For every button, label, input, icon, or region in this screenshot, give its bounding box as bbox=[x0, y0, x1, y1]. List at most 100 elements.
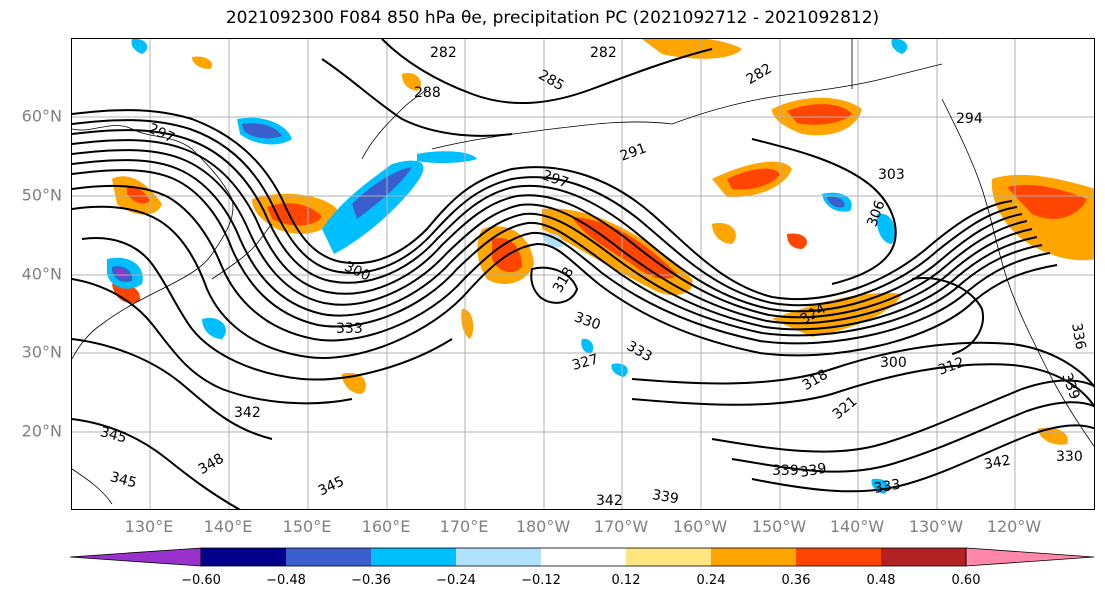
contour-line bbox=[72, 119, 1018, 307]
contour-label: 345 bbox=[98, 424, 128, 446]
contour-line bbox=[72, 159, 1038, 331]
contour-label: 294 bbox=[956, 111, 983, 127]
colorbar-tick-label: 0.24 bbox=[696, 573, 726, 588]
contour-label: 339 bbox=[772, 463, 799, 479]
coastline-japan bbox=[211, 223, 273, 280]
lon-label-170e: 170°E bbox=[439, 517, 489, 536]
colorbar-tick-label: −0.12 bbox=[521, 573, 561, 588]
precip-negative-area bbox=[131, 39, 148, 54]
colorbar-segment bbox=[881, 548, 966, 566]
precip-negative-area bbox=[417, 151, 477, 164]
precip-positive-area bbox=[127, 186, 150, 204]
lon-label-180w: 180°W bbox=[515, 517, 571, 536]
contour-label: 342 bbox=[596, 493, 623, 509]
colorbar-segment bbox=[541, 548, 626, 566]
lon-label-120w: 120°W bbox=[986, 517, 1042, 536]
colorbar-tick-label: −0.36 bbox=[351, 573, 391, 588]
contour-label: 282 bbox=[590, 45, 617, 61]
contour-label: 348 bbox=[196, 451, 227, 478]
contour-label: 327 bbox=[570, 351, 600, 373]
graticule bbox=[72, 39, 1094, 509]
lon-label-130w: 130°W bbox=[908, 517, 964, 536]
colorbar-border bbox=[200, 547, 967, 567]
precip-negative-area bbox=[871, 478, 889, 494]
lat-label-50n: 50°N bbox=[21, 185, 62, 205]
contour-label: 339 bbox=[651, 487, 680, 507]
lon-label-150e: 150°E bbox=[282, 517, 332, 536]
precip-positive-area bbox=[727, 168, 780, 190]
contour-label: 330 bbox=[1056, 449, 1083, 465]
lon-label-150w: 150°W bbox=[751, 517, 807, 536]
contour-line bbox=[72, 139, 1028, 319]
colorbar-segment bbox=[201, 548, 286, 566]
colorbar-segment bbox=[626, 548, 711, 566]
contour-line bbox=[72, 418, 241, 509]
contour-line bbox=[711, 379, 1094, 453]
contour-line bbox=[381, 39, 713, 105]
colorbar-max-extension bbox=[965, 547, 1095, 567]
contour-line bbox=[530, 266, 579, 304]
contour-label: 291 bbox=[618, 140, 649, 164]
precip-negative-area bbox=[876, 213, 896, 244]
map-canvas: 282 282 282 285 288 297 291 294 297 303 … bbox=[72, 39, 1094, 509]
precip-positive-area bbox=[461, 308, 474, 339]
precip-positive-area bbox=[787, 233, 807, 249]
lon-label-170w: 170°W bbox=[593, 517, 649, 536]
coastline-aleutians bbox=[431, 121, 673, 150]
precip-negative-area bbox=[352, 167, 412, 219]
colorbar-segment bbox=[456, 548, 541, 566]
lat-label-40n: 40°N bbox=[21, 264, 62, 284]
contour-line bbox=[72, 109, 1013, 301]
contour-label: 282 bbox=[744, 61, 775, 88]
precip-negative-area bbox=[581, 338, 594, 354]
precip-positive-area bbox=[787, 104, 852, 125]
contour-label: 330 bbox=[572, 309, 603, 333]
precip-negative-area bbox=[542, 233, 564, 248]
colorbar-min-extension bbox=[70, 547, 202, 567]
lon-label-160w: 160°W bbox=[672, 517, 728, 536]
contour-line bbox=[911, 277, 984, 355]
map-title: 2021092300 F084 850 hPa θe, precipitatio… bbox=[225, 8, 880, 28]
theta-e-contours bbox=[72, 39, 1094, 509]
precip-positive-area bbox=[342, 373, 366, 394]
lon-label-130e: 130°E bbox=[124, 517, 174, 536]
contour-line bbox=[631, 363, 1094, 408]
contour-line bbox=[72, 278, 353, 405]
contour-labels: 282 282 282 285 288 297 291 294 297 303 … bbox=[98, 45, 1088, 509]
contour-line bbox=[751, 138, 897, 285]
precip-positive-area bbox=[192, 56, 213, 69]
contour-label: 342 bbox=[983, 453, 1012, 473]
contour-label: 342 bbox=[234, 405, 261, 421]
precip-positive-area bbox=[642, 39, 742, 59]
contour-line bbox=[631, 341, 1094, 389]
colorbar bbox=[70, 547, 1095, 567]
lat-label-60n: 60°N bbox=[21, 106, 62, 126]
contour-label: 333 bbox=[336, 321, 363, 337]
contour-line bbox=[72, 184, 1051, 345]
colorbar-segment bbox=[796, 548, 881, 566]
colorbar-segment bbox=[711, 548, 796, 566]
contour-label: 345 bbox=[108, 469, 138, 491]
contour-line bbox=[72, 149, 1033, 325]
contour-label: 303 bbox=[878, 167, 905, 183]
contour-label: 339 bbox=[799, 461, 828, 481]
coastline-alaska bbox=[671, 63, 943, 125]
contour-label: 336 bbox=[1068, 322, 1088, 351]
lat-label-20n: 20°N bbox=[21, 421, 62, 441]
contour-line bbox=[751, 424, 1094, 493]
contour-label: 333 bbox=[873, 477, 902, 497]
precip-negative-area bbox=[322, 160, 424, 254]
colorbar-tick-label: 0.36 bbox=[781, 573, 811, 588]
lon-label-140w: 140°W bbox=[829, 517, 885, 536]
colorbar-tick-label: −0.24 bbox=[436, 573, 476, 588]
precip-negative-area bbox=[827, 196, 845, 208]
colorbar-segment bbox=[371, 548, 456, 566]
precip-positive-area bbox=[1007, 184, 1087, 219]
contour-line bbox=[81, 237, 453, 381]
coastline-kamchatka bbox=[361, 88, 428, 160]
precip-negative-area bbox=[611, 363, 628, 377]
coastline-philippines bbox=[72, 468, 113, 505]
colorbar-tick-label: −0.48 bbox=[266, 573, 306, 588]
lon-label-140e: 140°E bbox=[203, 517, 253, 536]
lat-label-30n: 30°N bbox=[21, 342, 62, 362]
